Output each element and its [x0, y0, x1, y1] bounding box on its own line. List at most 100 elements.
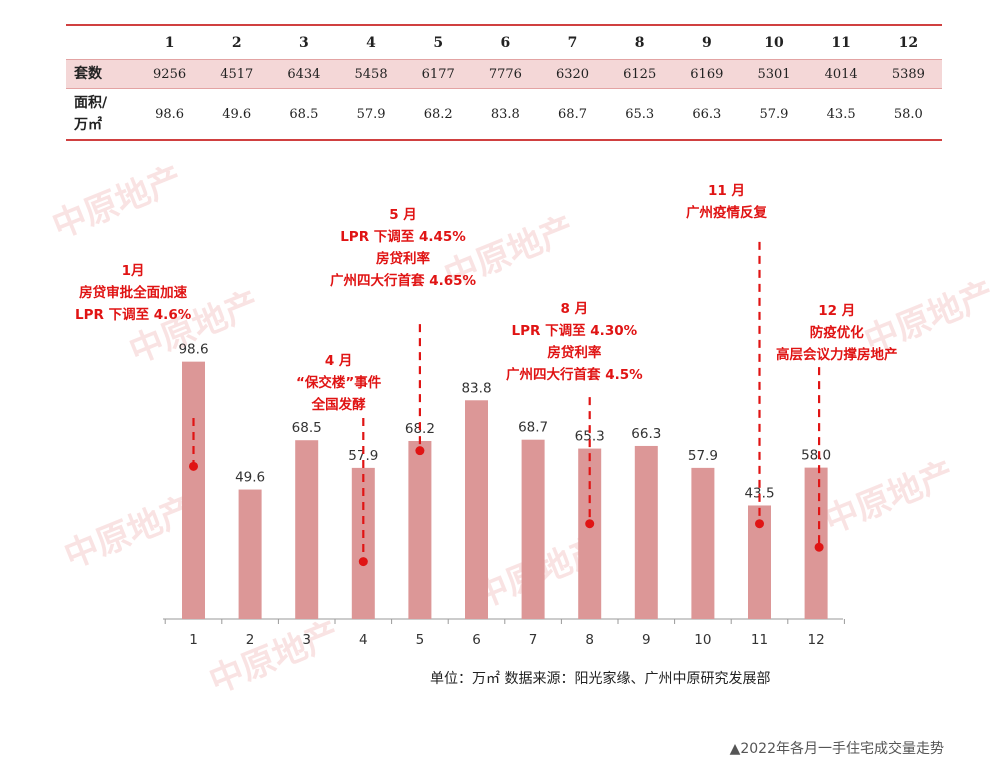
table-month-cell: 3: [270, 24, 338, 60]
annotation-line: 4 月: [324, 353, 353, 369]
x-tick-label: 8: [585, 632, 594, 648]
annotation-month-11: 11 月 广州疫情反复: [686, 180, 767, 224]
annotation-dot: [415, 446, 425, 456]
x-tick-label: 6: [472, 632, 481, 648]
table-cell: 7776: [471, 59, 539, 89]
table-cell: 6125: [606, 59, 674, 89]
annotation-dot: [585, 519, 595, 529]
annotation-dot: [755, 519, 764, 529]
table-cell: 4014: [807, 59, 875, 89]
annotation-line: 防疫优化: [809, 325, 864, 341]
table-cell: 83.8: [471, 88, 539, 141]
bar-value-label: 49.6: [235, 470, 265, 486]
bar-value-label: 98.6: [178, 342, 208, 358]
bar-value-label: 66.3: [631, 426, 661, 442]
table-cell: 5458: [337, 59, 405, 89]
table-month-cell: 4: [337, 24, 405, 60]
table-cell: 6169: [673, 59, 741, 89]
table-month-cell: 7: [538, 24, 607, 60]
annotation-line: LPR 下调至 4.30%: [511, 323, 638, 339]
annotation-dot: [358, 557, 368, 567]
bar-month-7: [521, 439, 545, 619]
x-tick-label: 3: [302, 632, 311, 648]
table-cell: 98.6: [136, 88, 204, 141]
table-cell: 58.0: [874, 88, 942, 141]
x-tick-label: 11: [751, 632, 768, 648]
annotation-month-4: 4 月 “保交楼”事件 全国发酵: [296, 350, 381, 416]
table-month-cell: 12: [874, 24, 942, 60]
annotation-line: 高层会议力撑房地产: [776, 347, 898, 363]
table-month-cell: 9: [673, 24, 741, 60]
annotation-line: 广州疫情反复: [686, 205, 767, 221]
x-tick-label: 12: [808, 632, 825, 648]
annotation-line: 11 月: [708, 183, 745, 199]
annotation-line: 房贷审批全面加速: [79, 285, 188, 301]
area-row-label-line1: 面积/: [74, 95, 108, 111]
table-cell: 43.5: [807, 88, 875, 141]
table-month-cell: 11: [807, 24, 875, 60]
source-footnote: 单位：万㎡ 数据来源：阳光家缘、广州中原研究发展部: [430, 671, 771, 687]
table-cell: 6434: [270, 59, 338, 89]
table-month-cell: 8: [606, 24, 674, 60]
bar-month-3: [295, 440, 319, 619]
table-header-row: 1 2 3 4 5 6 7 8 9 10 11 12: [66, 24, 942, 60]
bar-month-9: [634, 445, 658, 619]
annotation-month-8: 8 月 LPR 下调至 4.30% 房贷利率 广州四大行首套 4.5%: [506, 298, 643, 386]
table-row-units: 套数 9256 4517 6434 5458 6177 7776 6320 61…: [66, 59, 942, 89]
bar-value-label: 83.8: [461, 380, 491, 396]
table-cell: 68.5: [270, 88, 338, 141]
table-cell: 57.9: [740, 88, 808, 141]
bar-value-label: 68.5: [292, 420, 322, 436]
table-month-cell: 1: [136, 24, 204, 60]
table-month-cell: 10: [740, 24, 808, 60]
table-row-area: 面积/万㎡ 98.6 49.6 68.5 57.9 68.2 83.8 68.7…: [66, 88, 942, 141]
annotation-dot: [814, 542, 824, 552]
annotation-line: “保交楼”事件: [296, 375, 382, 391]
bar-month-5: [408, 440, 432, 619]
table-cell: 6320: [538, 59, 607, 89]
annotation-line: 广州四大行首套 4.65%: [330, 273, 477, 289]
table-cell: 68.2: [404, 88, 472, 141]
annotation-line: 房贷利率: [547, 345, 602, 361]
x-tick-label: 1: [189, 632, 198, 648]
annotation-month-5: 5 月 LPR 下调至 4.45% 房贷利率 广州四大行首套 4.65%: [330, 204, 476, 292]
area-row-label: 面积/万㎡: [66, 88, 136, 141]
table-cell: 57.9: [337, 88, 405, 141]
bar-value-label: 68.7: [518, 420, 548, 436]
table-month-cell: 6: [471, 24, 539, 60]
bar-month-12: [804, 467, 828, 619]
annotation-month-12: 12 月 防疫优化 高层会议力撑房地产: [776, 300, 898, 366]
bar-value-label: 57.9: [688, 448, 718, 464]
table-month-cell: 5: [404, 24, 472, 60]
table-cell: 65.3: [606, 88, 674, 141]
bar-value-label: 58.0: [801, 448, 831, 464]
x-tick-label: 4: [359, 632, 368, 648]
data-table: 1 2 3 4 5 6 7 8 9 10 11 12 套数 9256 4517 …: [66, 24, 942, 141]
annotation-line: 1月: [121, 263, 145, 279]
bar-month-1: [182, 361, 205, 619]
annotation-line: 8 月: [560, 301, 589, 317]
x-tick-label: 5: [416, 632, 425, 648]
table-month-cell: 2: [203, 24, 271, 60]
bar-month-6: [465, 400, 488, 619]
annotation-line: 全国发酵: [311, 397, 366, 413]
annotation-line: LPR 下调至 4.6%: [75, 307, 192, 323]
bar-value-label: 43.5: [744, 485, 774, 501]
table-cell: 5389: [874, 59, 942, 89]
annotation-line: 房贷利率: [376, 251, 431, 267]
table-cell: 6177: [404, 59, 472, 89]
bar-month-2: [238, 489, 262, 619]
bar-month-10: [691, 467, 715, 619]
table-corner: [66, 24, 136, 60]
x-tick-label: 2: [246, 632, 255, 648]
bar-month-4: [351, 467, 375, 619]
table-cell: 49.6: [203, 88, 271, 141]
bar-value-label: 57.9: [348, 448, 378, 464]
x-tick-label: 7: [529, 632, 538, 648]
figure-caption: ▲2022年各月一手住宅成交量走势: [729, 741, 944, 757]
area-row-label-line2: 万㎡: [74, 117, 102, 133]
annotation-line: 12 月: [818, 303, 856, 319]
units-row-label: 套数: [66, 59, 136, 89]
table-cell: 5301: [740, 59, 808, 89]
x-tick-label: 9: [642, 632, 651, 648]
